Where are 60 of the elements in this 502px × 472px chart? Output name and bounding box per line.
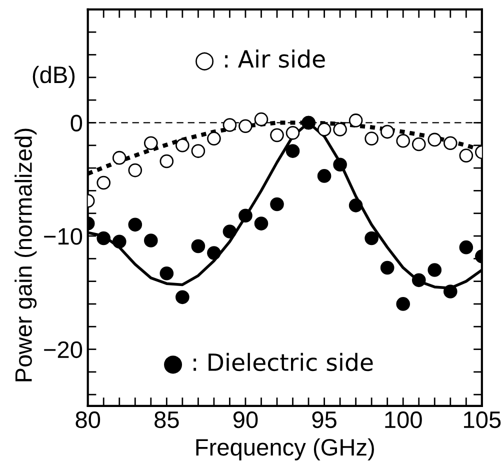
y-tick-label: −10 [44, 228, 82, 245]
y-tick-label: −20 [44, 341, 82, 358]
y-tick-label: 0 [70, 114, 82, 132]
point [176, 290, 190, 304]
point [160, 154, 174, 168]
point [176, 138, 190, 152]
point [207, 132, 221, 146]
point [396, 297, 410, 311]
point [144, 136, 158, 150]
point [348, 198, 363, 212]
x-tick-label: 80 [76, 411, 100, 428]
point [191, 239, 206, 254]
point [254, 216, 268, 230]
point [286, 144, 300, 158]
x-tick-label: 95 [312, 411, 336, 428]
x-axis-title: Frequency (GHz) [196, 438, 374, 460]
point [380, 260, 394, 275]
annotation: ○ : Air side [196, 50, 325, 70]
point [270, 197, 284, 212]
point [317, 169, 332, 183]
point [333, 122, 347, 136]
point [380, 124, 394, 139]
point [222, 224, 237, 238]
point [412, 273, 426, 288]
point [254, 112, 268, 126]
point [333, 158, 347, 172]
point [112, 150, 126, 165]
point [112, 234, 126, 249]
point [428, 132, 442, 147]
point [128, 218, 142, 232]
y-axis-title: Power gain (normalized) [14, 128, 37, 382]
text: (dB) [32, 66, 75, 88]
point [317, 122, 332, 136]
point [443, 284, 458, 298]
x-tick-label: 100 [385, 411, 422, 428]
point [128, 163, 142, 178]
point [459, 240, 474, 254]
point [428, 263, 442, 277]
point [160, 266, 174, 280]
x-tick-label: 90 [233, 411, 258, 428]
point [96, 231, 111, 246]
x-tick-label: 105 [464, 411, 501, 428]
point [412, 137, 426, 152]
point [270, 128, 284, 142]
annotation: ● : Dielectric side [164, 352, 373, 374]
point [222, 118, 237, 132]
point [459, 148, 474, 162]
point [144, 234, 158, 248]
point [348, 114, 363, 128]
point [238, 208, 252, 223]
point [364, 132, 378, 146]
point [207, 246, 221, 260]
point [443, 136, 458, 150]
point [191, 144, 206, 158]
point [286, 126, 300, 140]
point [238, 119, 252, 134]
point [96, 176, 111, 190]
point [396, 134, 410, 148]
point [364, 231, 378, 246]
x-tick-label: 85 [154, 411, 179, 428]
